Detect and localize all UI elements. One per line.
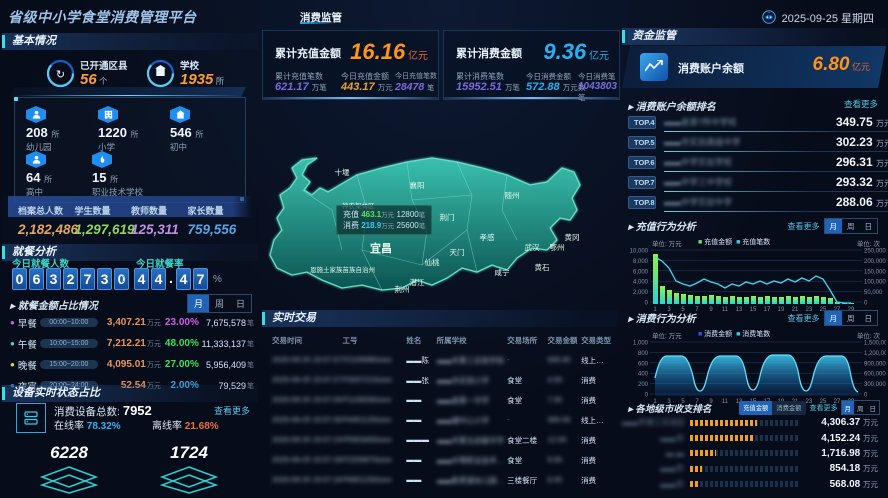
svg-text:天门: 天门	[450, 248, 465, 257]
svg-text:0: 0	[645, 301, 649, 307]
svg-text:600,000: 600,000	[864, 372, 886, 378]
svg-text:0: 0	[645, 393, 649, 399]
svg-text:1,200,000: 1,200,000	[864, 351, 886, 357]
svg-text:150,000: 150,000	[864, 269, 886, 275]
svg-text:仙桃: 仙桃	[425, 257, 440, 267]
svg-text:200,000: 200,000	[864, 259, 886, 265]
svg-text:400: 400	[638, 372, 649, 378]
svg-text:宜昌: 宜昌	[370, 241, 392, 255]
svg-text:4,000: 4,000	[633, 280, 649, 286]
svg-text:800: 800	[638, 351, 649, 357]
svg-text:600: 600	[638, 361, 649, 367]
svg-text:鄂州: 鄂州	[550, 243, 565, 252]
svg-text:荆门: 荆门	[440, 212, 455, 222]
svg-text:50,000: 50,000	[864, 290, 883, 296]
svg-text:黄石: 黄石	[535, 262, 550, 272]
svg-text:250,000: 250,000	[864, 249, 886, 255]
svg-text:0: 0	[864, 393, 868, 399]
svg-text:咸宁: 咸宁	[495, 267, 510, 277]
svg-text:8,000: 8,000	[633, 259, 649, 265]
svg-text:↻: ↻	[56, 69, 65, 81]
svg-text:十堰: 十堰	[335, 167, 350, 177]
svg-text:襄阳: 襄阳	[410, 180, 425, 190]
svg-text:6,000: 6,000	[633, 269, 649, 275]
svg-text:潜江: 潜江	[410, 277, 425, 287]
svg-text:随州: 随州	[505, 190, 520, 200]
svg-text:1,500,000: 1,500,000	[864, 341, 886, 347]
svg-text:恩施土家族苗族自治州: 恩施土家族苗族自治州	[310, 265, 375, 274]
svg-text:900,000: 900,000	[864, 361, 886, 367]
svg-text:100,000: 100,000	[864, 280, 886, 286]
svg-text:荆州: 荆州	[395, 284, 410, 294]
svg-text:10,000: 10,000	[630, 249, 649, 255]
svg-text:2,000: 2,000	[633, 290, 649, 296]
svg-text:武汉: 武汉	[525, 242, 540, 252]
svg-text:200: 200	[638, 382, 649, 388]
svg-text:0: 0	[864, 301, 868, 307]
svg-text:300,000: 300,000	[864, 382, 886, 388]
svg-text:黄冈: 黄冈	[565, 232, 580, 242]
svg-text:1,000: 1,000	[633, 341, 649, 347]
svg-text:孝感: 孝感	[480, 232, 495, 242]
